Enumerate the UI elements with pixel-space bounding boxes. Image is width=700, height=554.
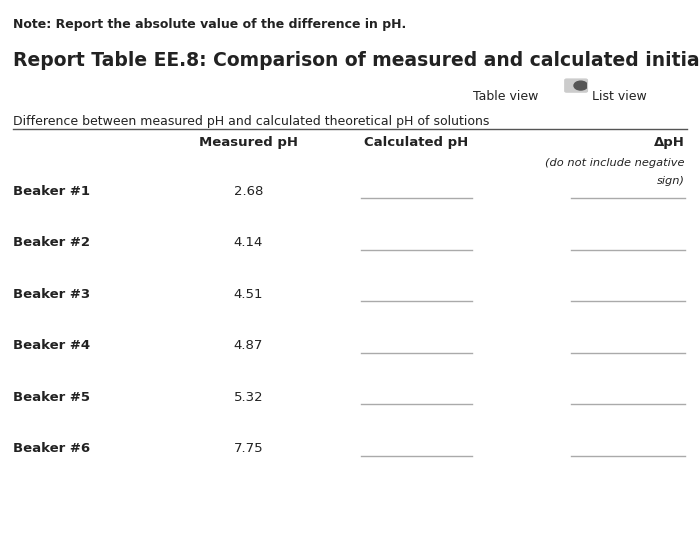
- Text: Report Table EE.8: Comparison of measured and calculated initial pH: Report Table EE.8: Comparison of measure…: [13, 51, 700, 70]
- Circle shape: [574, 81, 587, 90]
- Text: Table view: Table view: [473, 90, 538, 102]
- Text: Measured pH: Measured pH: [199, 136, 298, 148]
- Text: 4.87: 4.87: [234, 339, 263, 352]
- Text: Beaker #5: Beaker #5: [13, 391, 90, 404]
- Text: 4.51: 4.51: [234, 288, 263, 301]
- Text: 4.14: 4.14: [234, 236, 263, 249]
- Text: Beaker #3: Beaker #3: [13, 288, 90, 301]
- Text: Note: Report the absolute value of the difference in pH.: Note: Report the absolute value of the d…: [13, 18, 406, 30]
- Text: Beaker #6: Beaker #6: [13, 442, 90, 455]
- Text: List view: List view: [592, 90, 646, 102]
- Text: 7.75: 7.75: [234, 442, 263, 455]
- Text: Difference between measured pH and calculated theoretical pH of solutions: Difference between measured pH and calcu…: [13, 115, 489, 127]
- Text: Beaker #4: Beaker #4: [13, 339, 90, 352]
- Text: 5.32: 5.32: [234, 391, 263, 404]
- Text: Calculated pH: Calculated pH: [365, 136, 468, 148]
- Text: Beaker #2: Beaker #2: [13, 236, 90, 249]
- Text: sign): sign): [657, 176, 685, 186]
- Text: (do not include negative: (do not include negative: [545, 158, 685, 168]
- Text: ΔpH: ΔpH: [654, 136, 685, 148]
- FancyBboxPatch shape: [564, 78, 588, 93]
- Text: Beaker #1: Beaker #1: [13, 184, 90, 198]
- Text: 2.68: 2.68: [234, 184, 263, 198]
